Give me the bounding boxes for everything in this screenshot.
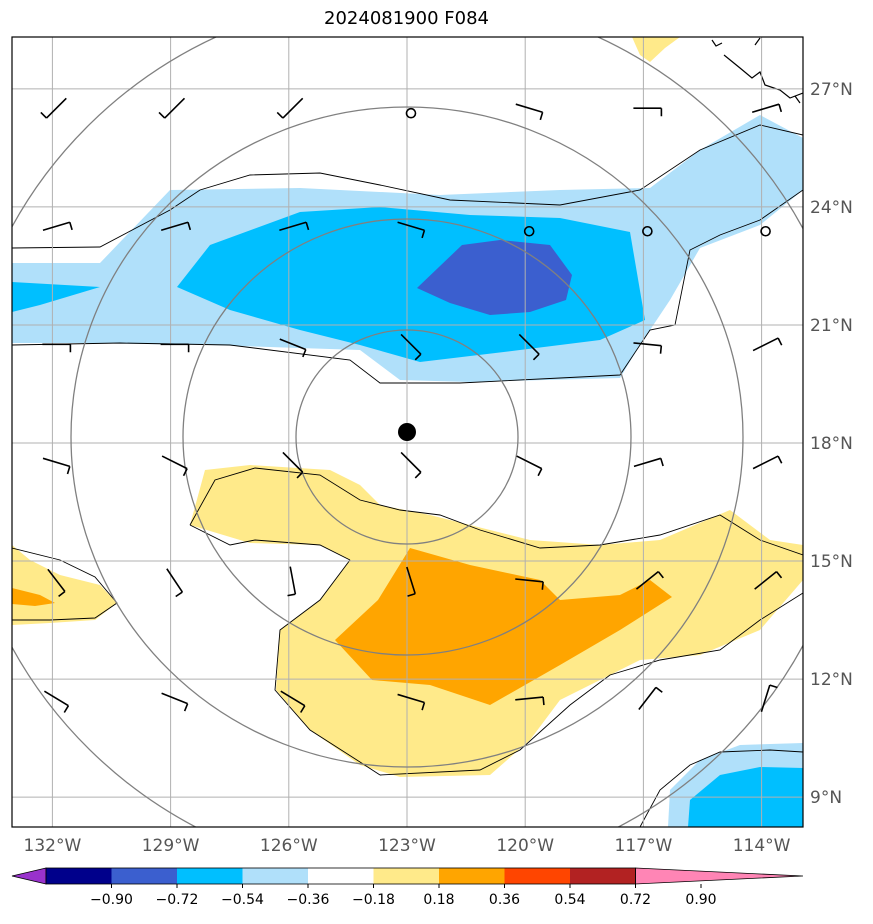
colorbar-swatch: [177, 868, 243, 884]
wind-barb: [515, 578, 544, 590]
latitude-tick-label: 21°N: [810, 316, 853, 336]
wind-barb: [397, 221, 426, 239]
colorbar-swatch: [111, 868, 177, 884]
wind-barb: [752, 337, 783, 352]
anomaly-contours: [12, 124, 803, 827]
coastline: [711, 37, 803, 104]
latitude-tick-label: 9°N: [810, 788, 842, 808]
wind-barb: [516, 455, 543, 477]
colorbar-swatch: [439, 868, 505, 884]
wind-barb: [43, 690, 70, 713]
colorbar-level-label: 0.18: [423, 892, 454, 908]
wind-barb: [161, 692, 189, 712]
anomaly-fill-royalblue: [417, 240, 572, 315]
colorbar-level-label: −0.90: [90, 892, 133, 908]
wind-barb: [633, 107, 663, 117]
wind-barb: [406, 566, 416, 597]
wind-barb: [752, 455, 783, 470]
wind-barb: [400, 451, 422, 479]
wind-barb: [754, 571, 783, 590]
anomaly-fill-orange-west: [12, 588, 55, 606]
range-ring: [295, 329, 519, 545]
longitude-tick-label: 126°W: [260, 836, 318, 856]
wind-barb: [279, 221, 310, 232]
wind-barb: [515, 103, 544, 121]
colorbar-swatch: [46, 868, 112, 884]
latitude-labels: 27°N 24°N 21°N 18°N 15°N 12°N 9°N: [810, 80, 853, 808]
longitude-tick-label: 117°W: [615, 836, 673, 856]
colorbar-level-label: −0.18: [352, 892, 395, 908]
colorbar-level-label: −0.36: [287, 892, 330, 908]
latitude-tick-label: 12°N: [810, 670, 853, 690]
wind-barb: [166, 568, 184, 598]
calm-wind-marker: [405, 107, 417, 119]
latitude-tick-label: 27°N: [810, 80, 853, 100]
wind-barb: [397, 693, 426, 711]
map-panel: [12, 37, 803, 827]
storm-center-marker: [398, 423, 416, 441]
anomaly-fill-skyblue-west: [12, 282, 100, 312]
wind-barb: [42, 343, 72, 353]
latitude-tick-label: 18°N: [810, 434, 853, 454]
longitude-labels: 132°W 129°W 126°W 123°W 120°W 117°W 114°W: [24, 836, 791, 856]
wind-barb: [282, 451, 304, 479]
wind-barb: [633, 457, 664, 468]
colorbar-level-label: 0.90: [685, 892, 716, 908]
colorbar-level-label: 0.36: [489, 892, 520, 908]
longitude-tick-label: 132°W: [24, 836, 82, 856]
wind-barb: [160, 343, 190, 353]
calm-wind-marker: [642, 225, 653, 237]
colorbar-swatch: [308, 868, 374, 884]
wind-barb: [633, 342, 663, 354]
range-ring: [182, 218, 632, 656]
wind-barb: [158, 97, 186, 119]
colorbar-extend-max: [635, 867, 804, 885]
longitude-tick-label: 129°W: [142, 836, 200, 856]
map-frame: [11, 36, 804, 828]
wind-barb: [751, 103, 783, 113]
range-rings: [12, 37, 803, 827]
wind-barb: [42, 221, 73, 232]
latitude-tick-label: 24°N: [810, 198, 853, 218]
chart-title: 2024081900 F084: [324, 8, 489, 29]
wind-barb: [40, 97, 67, 119]
wind-barb: [515, 696, 545, 706]
longitude-tick-label: 120°W: [496, 836, 554, 856]
wind-barb: [635, 571, 664, 590]
wind-barb: [760, 684, 778, 713]
longitude-tick-label: 123°W: [378, 836, 436, 856]
wind-barb: [400, 333, 422, 361]
wind-barb: [47, 568, 66, 598]
colorbar-level-label: 0.54: [554, 892, 585, 908]
colorbar-swatch: [570, 868, 636, 884]
wind-barb: [161, 455, 188, 477]
colorbar-level-label: −0.54: [221, 892, 264, 908]
colorbar: −0.90 −0.72 −0.54 −0.36 −0.18 0.18 0.36 0.54 0.7…: [11, 867, 804, 908]
wind-barbs: [40, 97, 783, 713]
range-ring: [70, 106, 744, 768]
wind-barb: [276, 97, 304, 119]
colorbar-swatch: [373, 868, 439, 884]
colorbar-extend-min: [11, 867, 47, 885]
anomaly-fill-yellow-north: [632, 37, 680, 62]
colorbar-swatch: [242, 868, 308, 884]
wind-barb: [42, 457, 71, 475]
colorbar-level-label: −0.72: [156, 892, 199, 908]
wind-barb: [280, 690, 306, 713]
colorbar-level-label: 0.72: [620, 892, 651, 908]
wind-barb: [160, 221, 192, 232]
calm-wind-marker: [760, 225, 771, 237]
calm-wind-marker: [523, 225, 535, 237]
wind-barb: [279, 338, 307, 358]
colorbar-swatch: [504, 868, 570, 884]
latitude-tick-label: 15°N: [810, 552, 853, 572]
wind-barb: [287, 566, 297, 597]
anomaly-fill-orange: [335, 548, 672, 705]
wind-barb: [518, 333, 540, 361]
wind-barb: [638, 686, 663, 711]
longitude-tick-label: 114°W: [733, 836, 791, 856]
